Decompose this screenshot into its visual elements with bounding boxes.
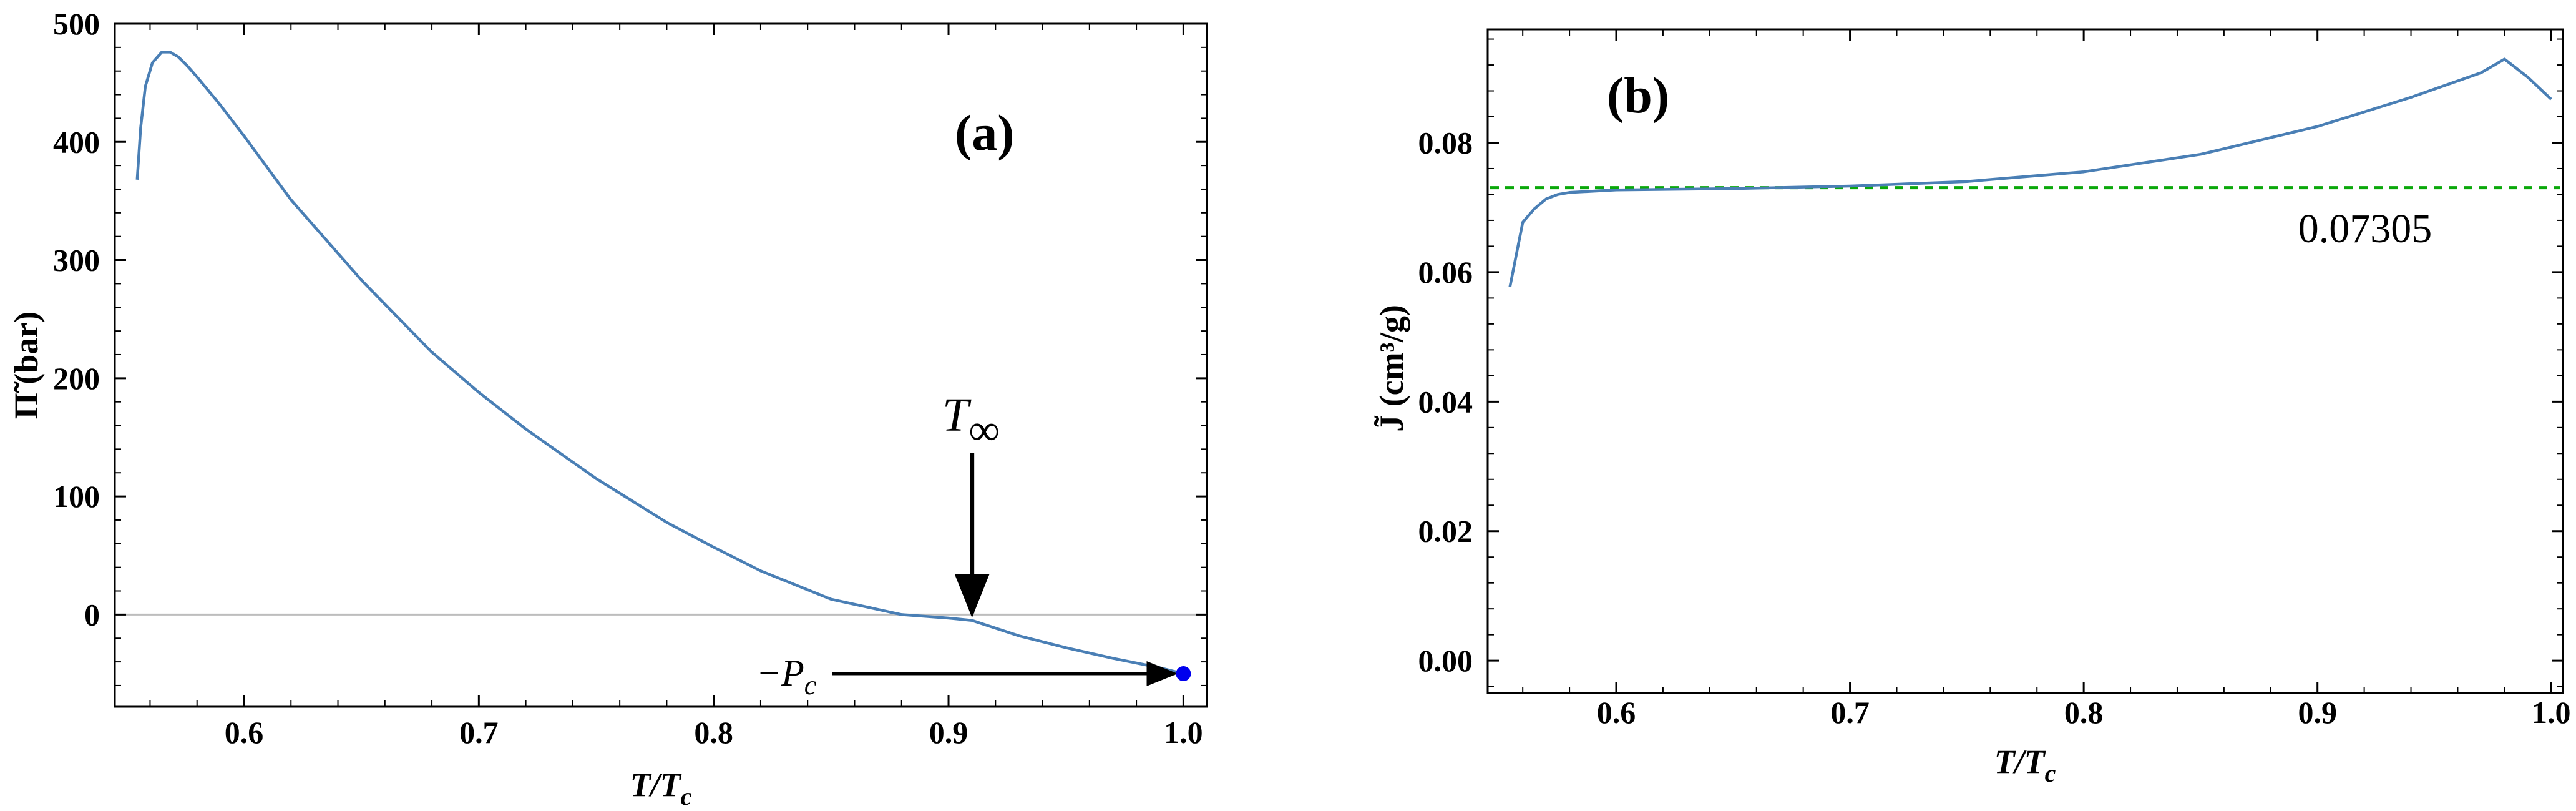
chart-panel-b: 0.6 0.7 0.8 0.9 1.0 0.00 0.02 0.04 0.06 0.08 (b)… (1373, 28, 2571, 787)
svg-text:T/Tc: T/Tc (1994, 743, 2056, 787)
x-tick-label: 1.0 (2532, 695, 2571, 730)
x-tick-label: 0.6 (225, 715, 264, 750)
x-tick-label: 0.7 (1830, 695, 1870, 730)
x-tick-label: 0.9 (2298, 695, 2337, 730)
chart-panel-a: 0.6 0.7 0.8 0.9 1.0 0 100 200 300 400 500 (a) T/T… (7, 6, 1208, 810)
series-line-pi (135, 51, 1184, 676)
svg-text:T/Tc: T/Tc (630, 766, 692, 810)
x-tick-label: 0.7 (459, 715, 499, 750)
x-tick-label: 0.8 (2064, 695, 2104, 730)
panel-label-a: (a) (955, 104, 1015, 161)
y-axis-title-a: Π̃ (bar) (7, 312, 45, 419)
annotation-minus-pc: −Pc (756, 652, 1178, 700)
x-axis-title-a: T/Tc (630, 766, 692, 810)
y-tick-label: 0.04 (1418, 384, 1473, 419)
y-tick-label: 0.00 (1418, 643, 1473, 678)
y-tick-label: 300 (53, 243, 100, 278)
svg-text:T∞: T∞ (942, 389, 1000, 455)
plot-frame-b (1486, 28, 2564, 694)
y-tick-label: 0.06 (1418, 255, 1473, 290)
panel-label-b: (b) (1607, 67, 1669, 124)
y-tick-label: 0 (84, 597, 100, 632)
y-tick-label: 100 (53, 479, 100, 514)
critical-point-marker (1176, 666, 1191, 682)
series-line-j (1508, 57, 2552, 288)
y-axis-title-b: J̃ (cm³/g) (1373, 305, 1410, 432)
plot-frame-a (114, 22, 1208, 708)
x-axis-title-b: T/Tc (1994, 743, 2056, 787)
x-tick-label: 0.8 (694, 715, 733, 750)
reference-line-label: 0.07305 (2298, 206, 2432, 252)
x-tick-label: 1.0 (1164, 715, 1203, 750)
y-tick-label: 0.02 (1418, 514, 1473, 549)
y-axis-ticks-b: 0.00 0.02 0.04 0.06 0.08 (1418, 38, 2563, 687)
y-axis-ticks-a: 0 100 200 300 400 500 (53, 6, 1207, 686)
x-axis-ticks-b: 0.6 0.7 0.8 0.9 1.0 (1522, 29, 2571, 730)
x-tick-label: 0.9 (929, 715, 968, 750)
annotation-t-infinity: T∞ (942, 389, 1000, 618)
y-tick-label: 500 (53, 6, 100, 41)
y-tick-label: 200 (53, 361, 100, 396)
x-axis-ticks-a: 0.6 0.7 0.8 0.9 1.0 (149, 24, 1203, 750)
y-tick-label: 400 (53, 124, 100, 159)
svg-text:−Pc: −Pc (756, 652, 817, 700)
y-tick-label: 0.08 (1418, 125, 1473, 160)
x-tick-label: 0.6 (1597, 695, 1636, 730)
